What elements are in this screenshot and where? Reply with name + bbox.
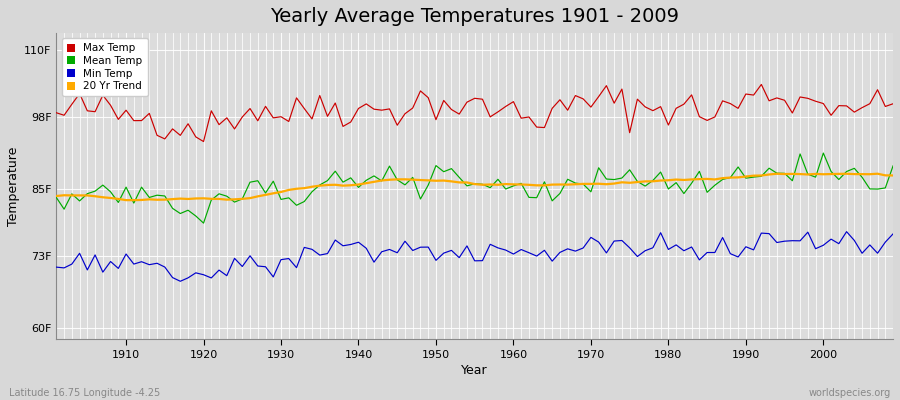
Legend: Max Temp, Mean Temp, Min Temp, 20 Yr Trend: Max Temp, Mean Temp, Min Temp, 20 Yr Tre…: [61, 38, 148, 96]
X-axis label: Year: Year: [462, 364, 488, 377]
Text: worldspecies.org: worldspecies.org: [809, 388, 891, 398]
Y-axis label: Temperature: Temperature: [7, 146, 20, 226]
Title: Yearly Average Temperatures 1901 - 2009: Yearly Average Temperatures 1901 - 2009: [270, 7, 680, 26]
Text: Latitude 16.75 Longitude -4.25: Latitude 16.75 Longitude -4.25: [9, 388, 160, 398]
